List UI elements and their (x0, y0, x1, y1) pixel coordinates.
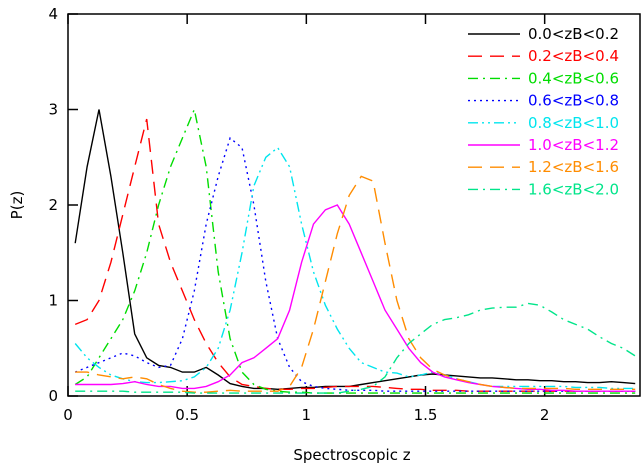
y-tick-label: 3 (48, 101, 58, 119)
legend-label: 1.6<zB<2.0 (528, 180, 619, 198)
legend-label: 0.6<zB<0.8 (528, 92, 619, 110)
x-axis-label: Spectroscopic z (293, 446, 410, 464)
series-line (74, 107, 636, 394)
x-tick-label: 2 (540, 406, 550, 424)
legend-label: 0.4<zB<0.6 (528, 69, 619, 87)
y-axis-label: P(z) (8, 191, 26, 220)
series-line (74, 118, 636, 392)
legend-label: 0.8<zB<1.0 (528, 114, 619, 132)
series-line (75, 175, 636, 393)
y-tick-label: 0 (48, 387, 58, 405)
series-line (74, 146, 636, 390)
x-tick-label: 0 (63, 406, 73, 424)
y-tick-label: 4 (48, 5, 58, 23)
series-line (74, 109, 636, 391)
legend-label: 1.2<zB<1.6 (528, 158, 619, 176)
y-tick-label: 1 (48, 292, 58, 310)
plot-frame (67, 13, 641, 397)
series-line (75, 204, 636, 392)
legend-label: 0.0<zB<0.2 (528, 25, 619, 43)
x-tick-label: 1.5 (414, 406, 438, 424)
x-tick-label: 1 (302, 406, 312, 424)
plot-lines (74, 107, 636, 394)
x-tick-label: 0.5 (175, 406, 199, 424)
legend-label: 0.2<zB<0.4 (528, 47, 619, 65)
y-tick-label: 2 (48, 196, 58, 214)
series-line (75, 302, 636, 394)
legend-label: 1.0<zB<1.2 (528, 136, 619, 154)
